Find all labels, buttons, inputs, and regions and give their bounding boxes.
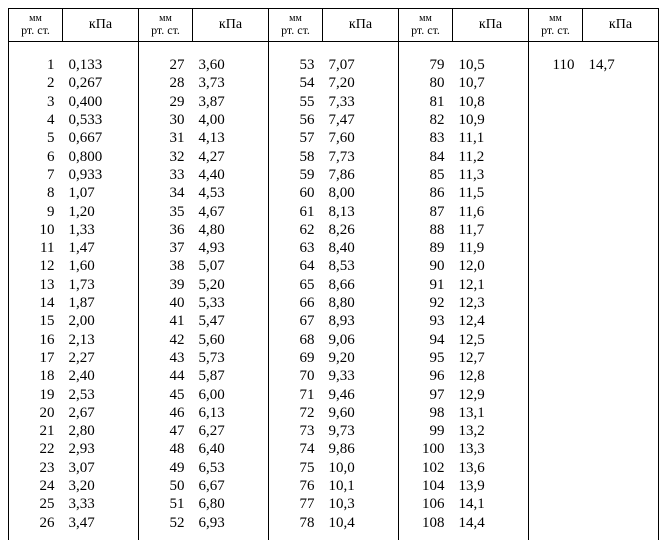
header-kpa-5: кПа [583, 9, 659, 42]
header-mm-3: ммрт. ст. [269, 9, 323, 42]
kpa-col-2: 3,603,733,874,004,134,274,404,534,674,80… [193, 42, 269, 540]
mm-col-3: 5354555657585960616263646566676869707172… [269, 42, 323, 540]
mm-col-5: 110 [529, 42, 583, 540]
data-row: 1234567891011121314151617181920212223242… [9, 42, 659, 540]
header-row: ммрт. ст. кПа ммрт. ст. кПа ммрт. ст. кП… [9, 9, 659, 42]
kpa-col-1: 0,1330,2670,4000,5330,6670,8000,9331,071… [63, 42, 139, 540]
header-mm-1: ммрт. ст. [9, 9, 63, 42]
header-kpa-4: кПа [453, 9, 529, 42]
header-kpa-2: кПа [193, 9, 269, 42]
kpa-col-5: 14,7 [583, 42, 659, 540]
mm-col-1: 1234567891011121314151617181920212223242… [9, 42, 63, 540]
header-mm-5: ммрт. ст. [529, 9, 583, 42]
kpa-col-3: 7,077,207,337,477,607,737,868,008,138,26… [323, 42, 399, 540]
kpa-col-4: 10,510,710,810,911,111,211,311,511,611,7… [453, 42, 529, 540]
mm-col-4: 7980818283848586878889909192939495969798… [399, 42, 453, 540]
header-kpa-3: кПа [323, 9, 399, 42]
header-mm-4: ммрт. ст. [399, 9, 453, 42]
mm-col-2: 2728293031323334353637383940414243444546… [139, 42, 193, 540]
header-kpa-1: кПа [63, 9, 139, 42]
pressure-conversion-table: ммрт. ст. кПа ммрт. ст. кПа ммрт. ст. кП… [8, 8, 659, 540]
header-mm-2: ммрт. ст. [139, 9, 193, 42]
